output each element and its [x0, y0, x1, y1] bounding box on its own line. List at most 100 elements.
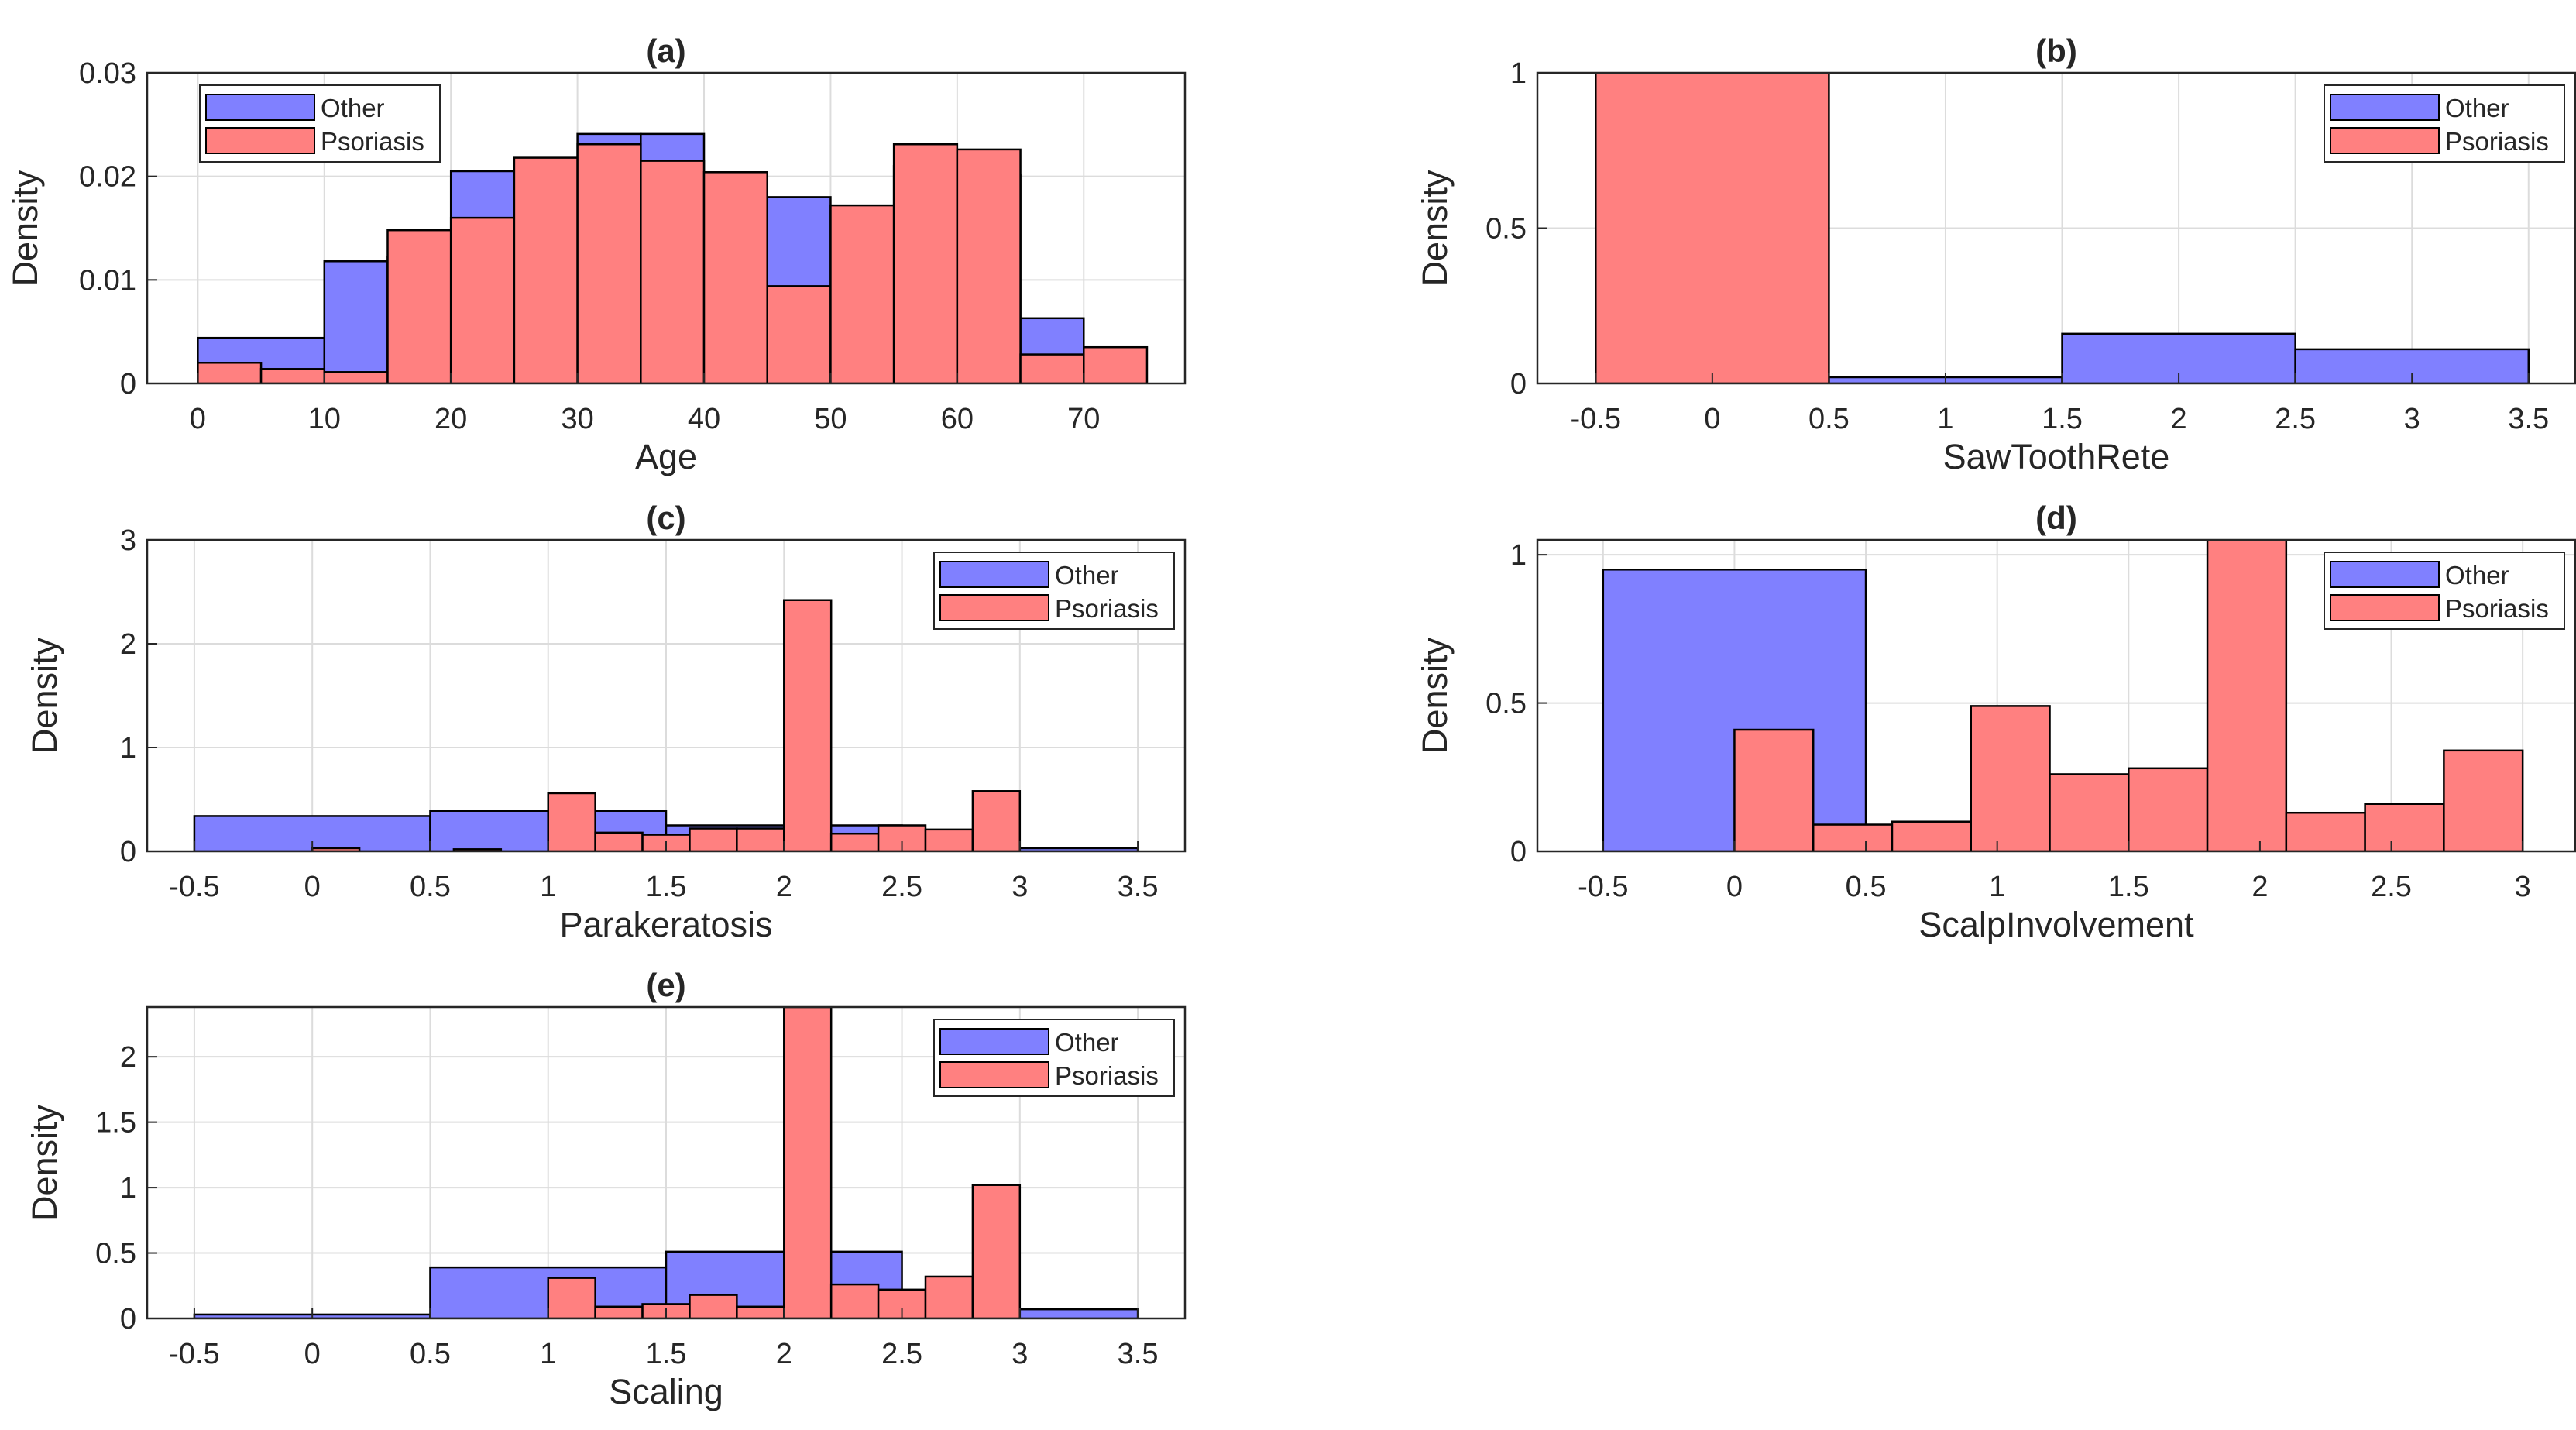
x-tick-label: 0 [1726, 871, 1743, 903]
bar-psoriasis [2206, 540, 2288, 851]
bar-psoriasis [2128, 767, 2209, 851]
panel-title: (d) [2035, 500, 2077, 536]
x-tick-label: 20 [434, 403, 467, 435]
legend-label-psoriasis: Psoriasis [1055, 594, 1159, 623]
legend-label-other: Other [2445, 561, 2509, 590]
bar-other [429, 810, 549, 851]
x-tick-label: 40 [688, 403, 720, 435]
y-tick-label: 2 [120, 1041, 136, 1074]
bar-psoriasis [1083, 345, 1149, 383]
x-tick-label: 1.5 [2108, 871, 2149, 903]
panel-c: -0.5 0 0.5 1 1.5 2 2.5 3 3.5 0 1 2 3 (c) Parakeratosis… [25, 500, 1187, 944]
panel-title: (c) [646, 500, 685, 536]
x-tick-label: 2.5 [2371, 871, 2412, 903]
bar-other [323, 260, 389, 383]
bars-c [193, 599, 1139, 851]
bar-psoriasis [576, 143, 642, 383]
bar-psoriasis [956, 148, 1022, 383]
x-tick-label: 70 [1067, 403, 1100, 435]
x-tick-label: 1.5 [646, 1338, 687, 1370]
x-axis-label: Age [635, 437, 697, 476]
x-tick-label: 1 [1989, 871, 2005, 903]
bar-psoriasis [594, 1305, 644, 1318]
x-tick-label: 3 [1012, 871, 1028, 903]
y-tick-label: 1 [1510, 57, 1527, 90]
x-tick-label: 1 [1937, 403, 1953, 435]
x-tick-label: 2 [776, 1338, 792, 1370]
legend-label-other: Other [321, 94, 385, 122]
bar-psoriasis [513, 156, 579, 383]
x-tick-label: 0 [190, 403, 206, 435]
panel-a: 0 10 20 30 40 50 60 70 0 0.01 0.02 0.03 (a) Age Densit… [5, 33, 1187, 476]
bar-psoriasis [1733, 728, 1815, 851]
x-tick-label: 1.5 [646, 871, 687, 903]
bar-psoriasis [702, 171, 768, 383]
y-tick-label: 0 [1510, 368, 1527, 400]
x-tick-label: 2.5 [2275, 403, 2316, 435]
bar-psoriasis [689, 827, 738, 851]
x-tick-label: 50 [814, 403, 847, 435]
legend: Other Psoriasis [2324, 84, 2565, 163]
x-tick-label: 10 [308, 403, 341, 435]
bar-psoriasis [736, 1305, 785, 1318]
y-tick-label: 0.01 [79, 264, 136, 297]
legend-label-other: Other [2445, 94, 2509, 122]
legend-swatch-other [939, 561, 1049, 588]
bar-psoriasis [1595, 73, 1830, 383]
legend: Other Psoriasis [933, 1019, 1175, 1097]
y-tick-label: 1 [120, 732, 136, 765]
legend-swatch-psoriasis [939, 594, 1049, 621]
legend-label-psoriasis: Psoriasis [2445, 594, 2549, 623]
bar-psoriasis [323, 371, 389, 383]
y-axis-label: Density [25, 1104, 64, 1221]
bar-psoriasis [924, 828, 974, 851]
bar-psoriasis [1970, 705, 2051, 851]
x-tick-label: 30 [561, 403, 593, 435]
x-tick-label: -0.5 [169, 871, 219, 903]
legend: Other Psoriasis [933, 552, 1175, 630]
bar-psoriasis [829, 832, 880, 851]
y-axis-label: Density [1415, 170, 1455, 287]
x-tick-label: 2 [2171, 403, 2187, 435]
y-tick-label: 0.03 [79, 57, 136, 90]
bar-psoriasis [971, 1184, 1022, 1318]
legend-label-psoriasis: Psoriasis [2445, 127, 2549, 156]
x-tick-label: 2.5 [881, 871, 922, 903]
x-tick-label: 2.5 [881, 1338, 922, 1370]
bars-b [1595, 73, 2530, 383]
axes-box [146, 71, 1187, 385]
panel-b: -0.5 0 0.5 1 1.5 2 2.5 3 3.5 0 0.5 1 (b) SawToothRete… [1415, 33, 2576, 476]
x-tick-label: 0.5 [410, 871, 451, 903]
bar-psoriasis [386, 229, 452, 383]
x-tick-label: -0.5 [1578, 871, 1628, 903]
x-tick-label: 0.5 [1846, 871, 1887, 903]
x-tick-label: 0.5 [410, 1338, 451, 1370]
x-tick-label: 3.5 [2508, 403, 2549, 435]
x-tick-label: 3.5 [1118, 1338, 1159, 1370]
legend-swatch-psoriasis [2330, 594, 2440, 621]
legend-swatch-psoriasis [2330, 127, 2440, 154]
x-tick-label: 2 [776, 871, 792, 903]
x-tick-label: 0 [304, 871, 321, 903]
y-tick-label: 0 [1510, 836, 1527, 868]
bars-e [193, 1007, 1139, 1318]
y-tick-label: 1 [1510, 539, 1527, 572]
x-tick-label: 0 [304, 1338, 321, 1370]
bar-psoriasis [594, 831, 644, 851]
bar-psoriasis [1019, 353, 1085, 383]
bar-psoriasis [547, 792, 596, 851]
y-tick-label: 0.5 [1485, 213, 1527, 246]
bar-psoriasis [971, 790, 1022, 851]
x-tick-label: 3 [2404, 403, 2420, 435]
axes-box [1536, 538, 2576, 853]
legend-swatch-other [2330, 94, 2440, 121]
bar-psoriasis [1891, 820, 1972, 851]
bar-psoriasis [783, 1007, 833, 1318]
x-tick-label: -0.5 [169, 1338, 219, 1370]
legend-label-psoriasis: Psoriasis [321, 127, 424, 156]
legend-label-other: Other [1055, 561, 1119, 590]
y-tick-label: 2 [120, 628, 136, 661]
x-tick-label: 0.5 [1808, 403, 1850, 435]
bar-psoriasis [449, 216, 516, 383]
